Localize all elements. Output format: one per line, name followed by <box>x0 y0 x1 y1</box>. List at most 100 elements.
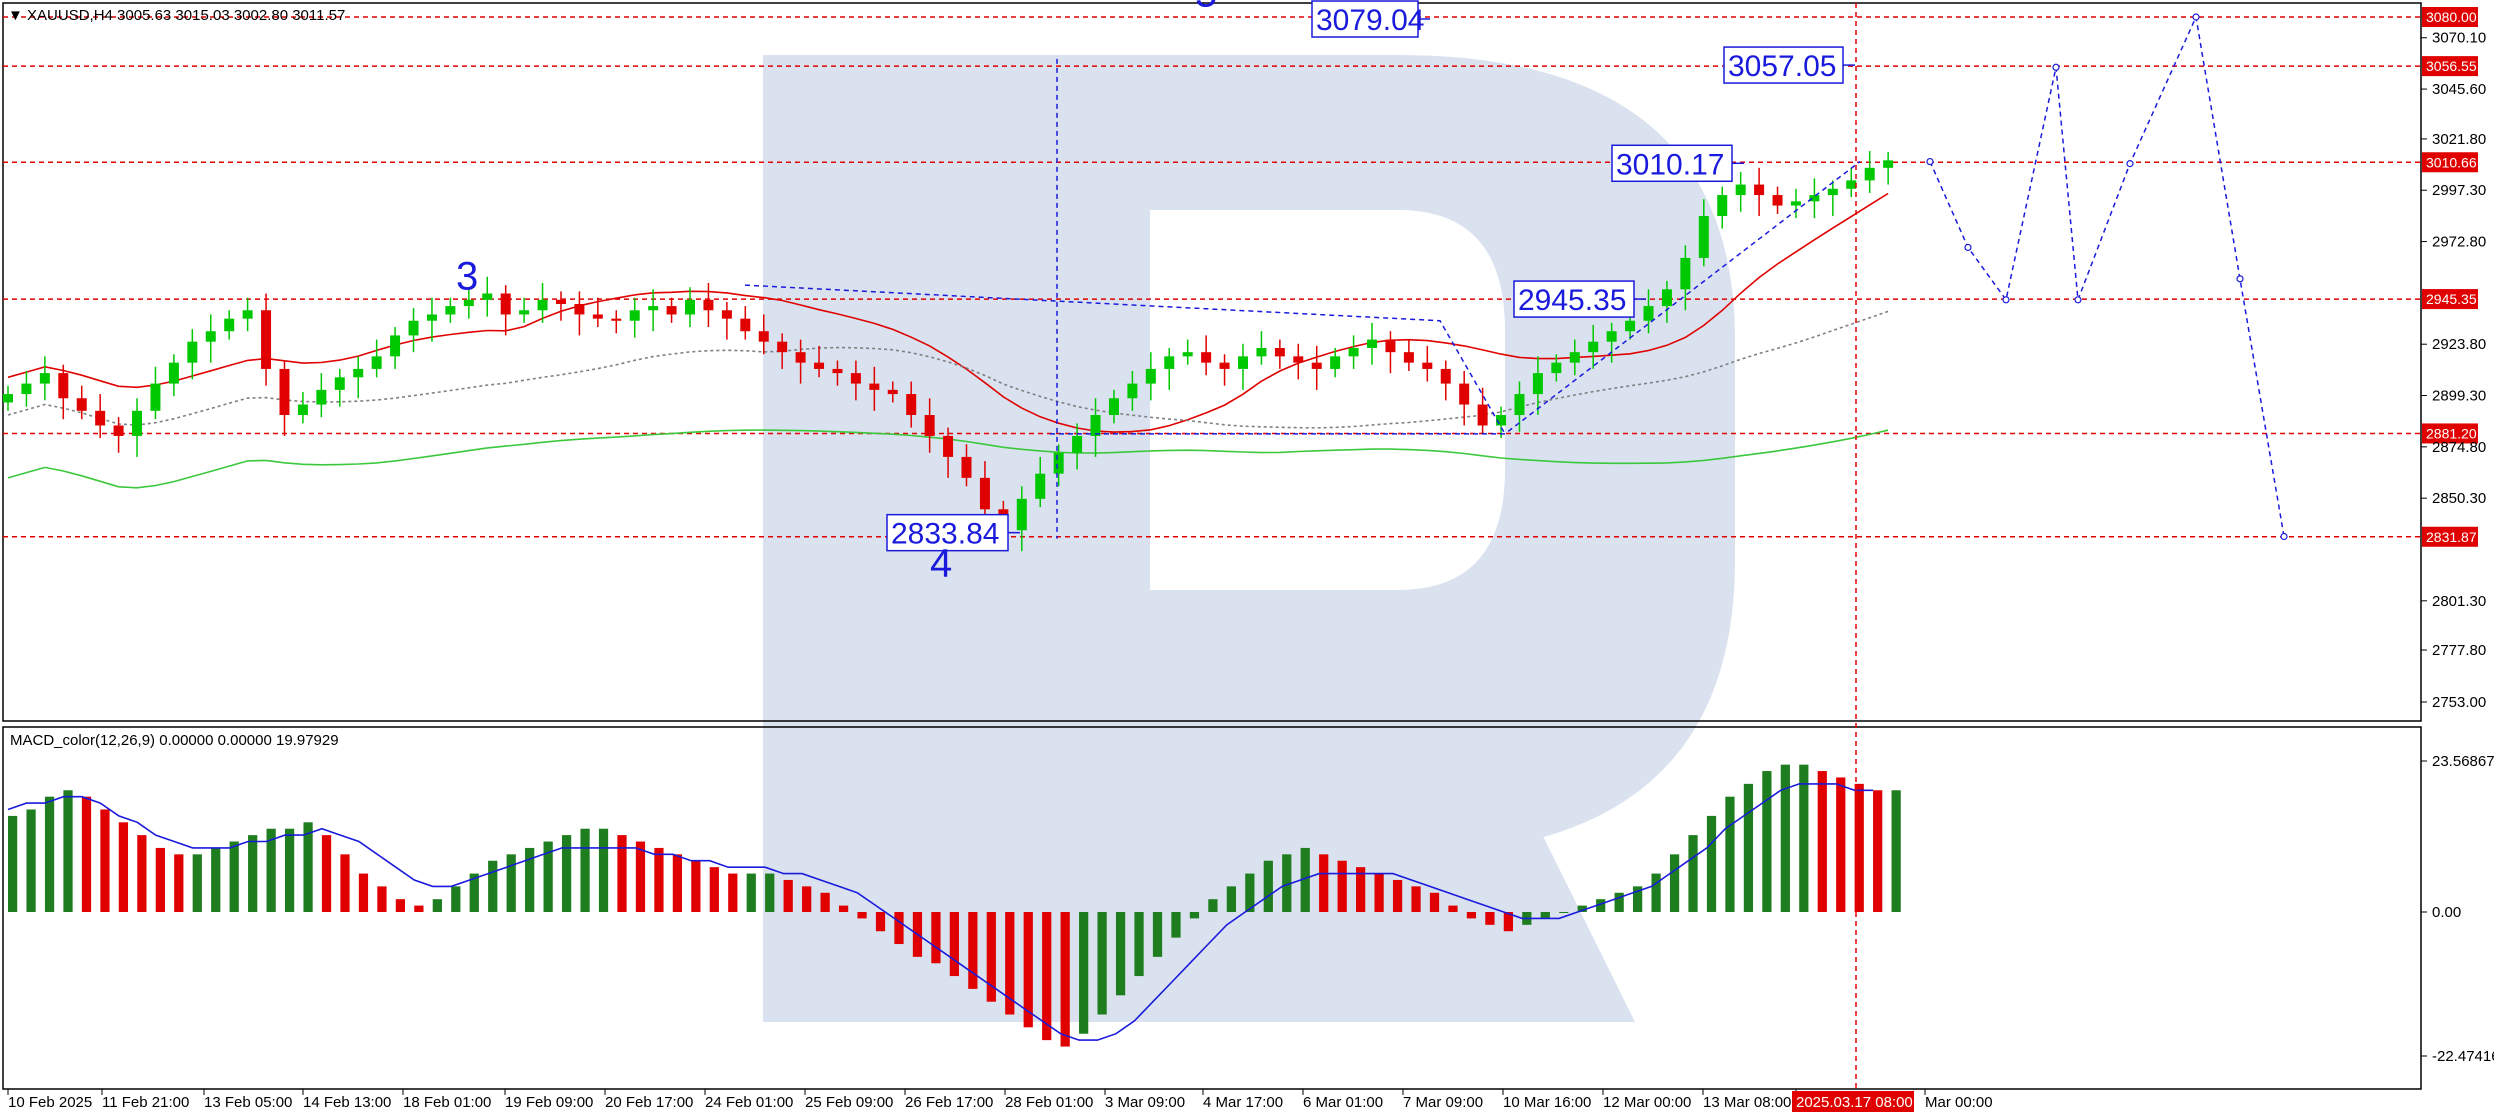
candle-body <box>924 415 935 436</box>
macd-histogram-bar <box>26 809 36 912</box>
macd-histogram-bar <box>598 828 609 912</box>
level-label-text: 3079.04 <box>1316 4 1424 37</box>
macd-histogram-bar <box>1392 879 1403 912</box>
level-label-box <box>1311 0 1419 38</box>
macd-histogram-bar <box>1226 886 1236 912</box>
macd-histogram-bar <box>820 892 830 912</box>
candle-body <box>1016 498 1027 531</box>
macd-signal-line <box>7 783 1874 1041</box>
macd-y-tick-label: 0.00 <box>2432 904 2461 921</box>
candle-body <box>906 394 917 416</box>
macd-histogram-bar <box>266 828 276 912</box>
macd-histogram-bar <box>284 828 295 912</box>
forecast-node <box>2236 275 2244 283</box>
candle-body <box>1643 306 1654 321</box>
macd-histogram-bar <box>1688 835 1698 912</box>
candle-body <box>1698 216 1709 258</box>
candle-body <box>1496 415 1507 426</box>
macd-histogram-bar <box>709 867 719 912</box>
macd-histogram-bar <box>1356 867 1366 912</box>
macd-histogram-bar <box>1651 873 1661 912</box>
macd-histogram-bar <box>1762 771 1772 912</box>
y-tick-label: 2874.80 <box>2432 439 2486 456</box>
candle-body <box>76 398 87 411</box>
candle-body <box>685 299 696 315</box>
candle-body <box>519 310 530 315</box>
candle-body <box>1274 347 1285 357</box>
macd-histogram-bar <box>451 886 461 912</box>
macd-histogram-bar <box>561 835 572 912</box>
macd-histogram-bar <box>894 912 904 945</box>
forecast-node <box>2074 296 2082 304</box>
candle-body <box>187 341 198 363</box>
macd-histogram-bar <box>1817 771 1827 912</box>
x-tick-label: 19 Feb 09:00 <box>505 1094 593 1111</box>
candle-body <box>1864 167 1875 181</box>
level-label-text: 3010.17 <box>1616 148 1724 181</box>
candle-body <box>740 318 751 332</box>
macd-histogram-bar <box>1448 905 1458 912</box>
macd-histogram-bar <box>174 854 184 912</box>
macd-histogram-bar <box>1282 854 1292 912</box>
candle-body <box>832 368 843 374</box>
candle-body <box>1809 195 1820 202</box>
triangle-lower-line <box>1050 160 1861 435</box>
macd-histogram-bar <box>8 815 18 912</box>
wave-label-5: 5 <box>1195 0 1217 16</box>
macd-histogram-bar <box>1633 886 1643 912</box>
macd-histogram-bar <box>1780 764 1790 912</box>
macd-histogram-bar <box>1799 764 1809 912</box>
macd-histogram-bar <box>414 905 424 912</box>
candle-body <box>334 377 345 390</box>
macd-histogram-bar <box>949 912 959 977</box>
macd-histogram-bar <box>229 841 239 912</box>
x-tick-label: 25 Feb 09:00 <box>805 1094 893 1111</box>
macd-histogram-bar <box>1245 873 1255 912</box>
macd-histogram-bar <box>1319 854 1329 912</box>
candle-body <box>1145 368 1156 384</box>
macd-histogram-bar <box>303 822 313 912</box>
macd-histogram-bar <box>63 790 73 912</box>
candle-body <box>850 373 861 384</box>
macd-histogram-bar <box>137 835 147 912</box>
candle-body <box>961 456 972 478</box>
macd-histogram-bar <box>1097 912 1107 1015</box>
macd-histogram-bar <box>118 822 129 912</box>
candle-body <box>1127 383 1138 399</box>
candle-body <box>777 341 788 353</box>
candle-body <box>1532 373 1543 395</box>
price-panel-frame <box>2 2 2422 722</box>
level-price-tag <box>2422 423 2478 444</box>
macd-histogram-bar <box>1189 912 1200 919</box>
x-tick-label: 20 Feb 17:00 <box>605 1094 693 1111</box>
level-price-label: 3080.00 <box>2426 9 2477 25</box>
macd-histogram-bar <box>192 854 202 912</box>
level-price-tag <box>2422 152 2478 173</box>
candle-body <box>371 356 382 369</box>
macd-histogram-bar <box>248 835 258 912</box>
macd-histogram-bar <box>1171 912 1181 938</box>
macd-histogram-bar <box>1263 860 1273 912</box>
y-tick-label: 2923.80 <box>2432 336 2486 353</box>
candle-body <box>445 306 456 315</box>
macd-histogram-bar <box>1115 912 1126 996</box>
y-tick-label: 2972.80 <box>2432 234 2486 251</box>
candle-body <box>1330 356 1341 369</box>
candle-body <box>1219 362 1230 369</box>
forecast-node <box>2052 63 2060 71</box>
level-label-box <box>886 513 1009 552</box>
y-tick-label: 2777.80 <box>2432 642 2486 659</box>
macd-histogram-bar <box>931 912 941 964</box>
candle-body <box>1754 184 1765 196</box>
wave-label-4: 4 <box>930 541 952 585</box>
candle-body <box>242 310 253 319</box>
macd-histogram-bar <box>543 841 553 912</box>
macd-histogram-bar <box>506 854 516 912</box>
candle-body <box>205 331 216 342</box>
macd-histogram-bar <box>672 854 683 912</box>
candle-body <box>1311 362 1322 369</box>
macd-histogram-bar <box>1854 783 1864 912</box>
triangle-upper-line <box>744 284 1506 435</box>
cursor-time-tag <box>1792 1091 1914 1112</box>
